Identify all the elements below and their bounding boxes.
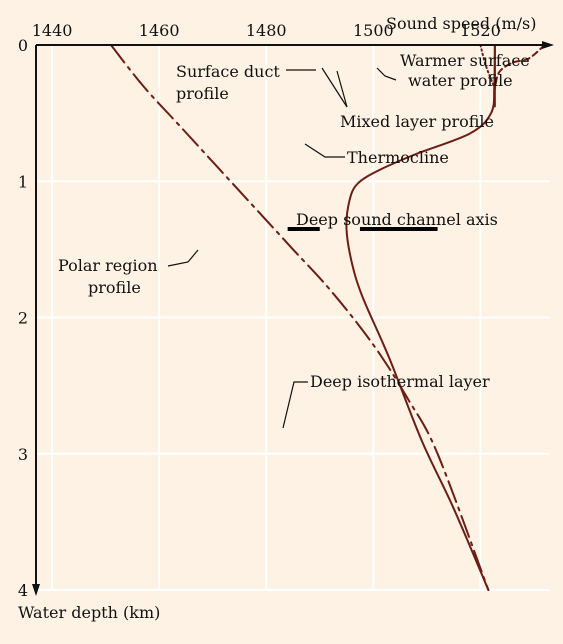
- x-axis-arrowhead: [542, 41, 554, 49]
- annotation-mixed-layer-profile: Mixed layer profile: [340, 112, 494, 131]
- annotation-warmer-surface-line2: water profile: [408, 71, 513, 90]
- y-tick-label-0: 0: [18, 36, 28, 55]
- leader-polar-region: [167, 249, 199, 267]
- y-tick-label-4: 4: [18, 581, 28, 600]
- y-axis-arrowhead: [32, 584, 40, 596]
- annotation-surface-duct: Surface duct: [176, 62, 280, 81]
- leader-warmer-surface: [376, 67, 397, 81]
- x-tick-label-1440: 1440: [32, 21, 73, 40]
- y-tick-label-2: 2: [18, 309, 28, 328]
- leader-mixed-layer-profile: [336, 70, 348, 108]
- x-tick-label-1500: 1500: [353, 21, 394, 40]
- series-line-thermocline: [345, 44, 496, 591]
- annotation-warmer-surface: Warmer surface: [400, 51, 530, 70]
- series-line-polar-region-profile: [110, 44, 490, 591]
- y-tick-label-1: 1: [18, 172, 28, 191]
- leader-deep-isothermal-layer: [282, 381, 308, 429]
- annotation-polar-region: Polar region: [58, 256, 158, 275]
- x-tick-label-1480: 1480: [246, 21, 287, 40]
- x-tick-label-1460: 1460: [139, 21, 180, 40]
- x-tick-label-1520: 1520: [460, 21, 501, 40]
- ticks: 1440 1460 1480 1500 1520 0 1 2 3 4: [18, 21, 501, 600]
- series-line-warmer-surface-water-profile: [493, 44, 546, 90]
- grid: [36, 45, 550, 591]
- annotation-deep-isothermal-layer: Deep isothermal layer: [310, 372, 490, 391]
- y-tick-label-3: 3: [18, 445, 28, 464]
- annotation-thermocline: Thermocline: [347, 148, 449, 167]
- y-axis-title: Water depth (km): [18, 603, 160, 622]
- x-axis-title: Sound speed (m/s): [386, 14, 537, 33]
- leader-thermocline: [304, 143, 345, 158]
- curves: [110, 44, 546, 591]
- annotation-deep-sound-channel-axis: Deep sound channel axis: [296, 210, 498, 229]
- axes: [32, 41, 554, 596]
- annotation-polar-region-line2: profile: [88, 278, 141, 297]
- leader-mixed-layer-profile-2: [321, 67, 348, 108]
- annotation-surface-duct-line2: profile: [176, 84, 229, 103]
- series-line-surface-duct-profile: [479, 44, 495, 87]
